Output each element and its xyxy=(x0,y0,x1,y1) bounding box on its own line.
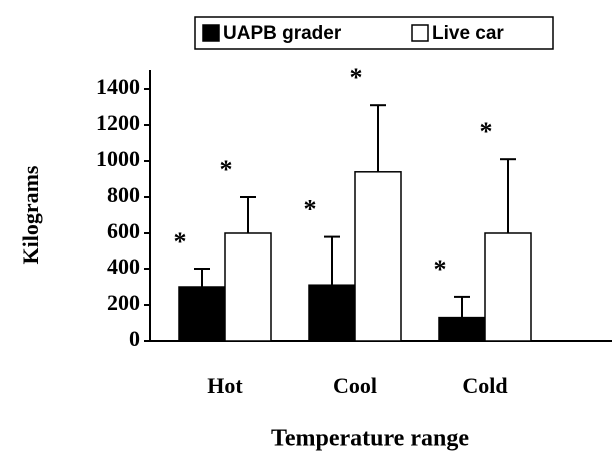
x-tick-label: Cool xyxy=(333,373,377,398)
y-tick-label: 600 xyxy=(107,218,140,243)
legend-label: UAPB grader xyxy=(223,23,342,44)
legend-box xyxy=(194,16,554,50)
x-tick-label: Hot xyxy=(207,373,243,398)
bar xyxy=(484,232,532,342)
x-axis-label: Temperature range xyxy=(271,426,469,452)
y-axis-label: Kilograms xyxy=(18,165,43,264)
legend-swatch xyxy=(202,24,220,42)
significance-marker: * xyxy=(434,255,447,284)
legend-label: Live car xyxy=(432,23,504,44)
bar xyxy=(438,316,486,342)
y-tick-label: 1000 xyxy=(96,146,140,171)
significance-marker: * xyxy=(220,155,233,184)
significance-marker: * xyxy=(480,117,493,146)
y-tick-label: 1400 xyxy=(96,74,140,99)
significance-marker: * xyxy=(350,63,363,92)
x-tick-label: Cold xyxy=(462,373,507,398)
significance-marker: * xyxy=(304,195,317,224)
significance-marker: * xyxy=(174,227,187,256)
legend-swatch xyxy=(411,24,429,42)
bar xyxy=(308,284,356,342)
bar xyxy=(354,171,402,342)
y-tick-label: 400 xyxy=(107,254,140,279)
y-tick-label: 1200 xyxy=(96,110,140,135)
bar xyxy=(224,232,272,342)
y-tick-label: 200 xyxy=(107,290,140,315)
y-tick-label: 800 xyxy=(107,182,140,207)
y-tick-label: 0 xyxy=(129,326,140,351)
bar xyxy=(178,286,226,342)
